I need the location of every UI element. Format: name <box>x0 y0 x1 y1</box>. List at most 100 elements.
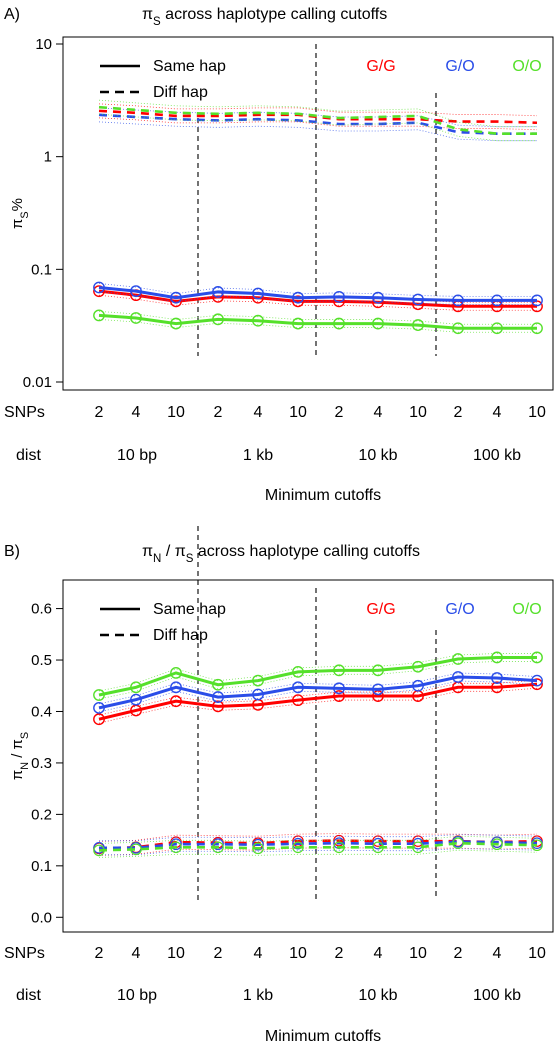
series-envelope <box>98 319 537 333</box>
series-line <box>98 839 538 850</box>
data-point <box>212 700 224 713</box>
snps-tick-label: 2 <box>95 404 104 421</box>
data-point <box>130 312 142 324</box>
y-axis-label-part: S <box>19 732 31 739</box>
series-envelope <box>98 835 538 844</box>
chart-title-part: across haplotype calling cutoffs <box>193 543 420 560</box>
y-tick-label: 0.3 <box>31 755 52 772</box>
data-point <box>412 837 424 850</box>
legend-label-diff: Diff hap <box>153 627 208 644</box>
series-same-o-o <box>93 309 543 335</box>
y-tick-label: 0.01 <box>23 374 52 391</box>
series-envelope <box>98 679 538 716</box>
chart-title: πS across haplotype calling cutoffs <box>142 6 387 28</box>
series-line <box>98 113 537 135</box>
dist-group-label: 10 bp <box>117 447 157 464</box>
data-point <box>531 651 543 664</box>
data-point <box>491 672 503 684</box>
snps-tick-label: 2 <box>454 945 463 962</box>
y-tick-label: 0.6 <box>31 601 52 618</box>
dist-group-label: 100 kb <box>473 987 521 1004</box>
snps-tick-label: 4 <box>493 404 502 421</box>
data-point <box>170 666 182 679</box>
series-envelope <box>98 99 537 128</box>
data-point <box>452 294 464 307</box>
data-point <box>372 291 384 304</box>
data-point <box>412 293 424 306</box>
data-point <box>170 695 182 708</box>
series-envelope <box>98 294 537 311</box>
series-line <box>99 840 538 850</box>
data-point <box>93 844 105 857</box>
data-point <box>531 839 543 852</box>
legend-group-g-g: G/G <box>366 58 395 75</box>
series-diff-g-g <box>98 103 538 131</box>
data-point <box>130 693 142 706</box>
data-point <box>93 842 105 854</box>
data-point <box>93 713 105 726</box>
data-point <box>252 314 264 327</box>
data-point <box>372 841 384 854</box>
data-point <box>292 681 304 694</box>
snps-row-label: SNPs <box>4 945 45 962</box>
snps-tick-label: 4 <box>374 404 383 421</box>
series-diff-g-o <box>93 834 543 856</box>
y-tick-label: 0.1 <box>31 261 52 278</box>
data-point <box>292 837 304 850</box>
data-point <box>252 287 264 300</box>
series-envelope <box>98 833 538 842</box>
series-envelope <box>98 672 538 705</box>
y-axis-label-part: N <box>19 762 31 770</box>
series-diff-g-o <box>98 107 537 142</box>
dist-group-label: 100 kb <box>473 447 521 464</box>
data-point <box>333 290 345 303</box>
y-tick-label: 0.2 <box>31 806 52 823</box>
y-axis-label-part: π <box>9 739 26 749</box>
data-point <box>170 681 182 694</box>
data-point <box>252 688 264 701</box>
panel-label: A) <box>4 6 20 23</box>
data-point <box>333 682 345 695</box>
chart-title-part: across haplotype calling cutoffs <box>161 6 388 23</box>
snps-tick-label: 4 <box>254 945 263 962</box>
dist-group-label: 1 kb <box>243 447 273 464</box>
data-point <box>333 841 345 854</box>
data-point <box>372 837 384 850</box>
data-point <box>93 689 105 701</box>
chart-title-part: / <box>161 543 174 560</box>
snps-row-label: SNPs <box>4 404 45 421</box>
legend-group-g-o: G/O <box>445 601 474 618</box>
snps-tick-label: 2 <box>214 945 223 962</box>
data-point <box>252 838 264 851</box>
series-envelope <box>98 311 537 325</box>
data-point <box>170 838 182 851</box>
legend-group-o-o: O/O <box>512 58 541 75</box>
plot-frame <box>62 36 554 391</box>
data-point <box>292 665 304 678</box>
y-tick-label: 0.5 <box>31 652 52 669</box>
snps-tick-label: 10 <box>528 945 546 962</box>
data-point <box>452 653 464 665</box>
y-axis-label: πN / πS <box>9 732 31 780</box>
series-line <box>98 682 538 721</box>
data-point <box>130 681 142 694</box>
data-point <box>491 681 503 694</box>
series-envelope <box>98 121 537 142</box>
series-same-g-o <box>93 281 543 307</box>
data-point <box>252 842 264 855</box>
y-tick-label: 0.0 <box>31 909 52 926</box>
data-point <box>491 651 503 664</box>
dist-group-label: 10 bp <box>117 987 157 1004</box>
data-point <box>531 294 543 307</box>
data-point <box>170 317 182 330</box>
panel-label: B) <box>4 543 20 560</box>
data-point <box>333 664 345 677</box>
snps-tick-label: 10 <box>167 404 185 421</box>
data-point <box>292 291 304 304</box>
legend-label-same: Same hap <box>153 58 226 75</box>
dist-group-label: 10 kb <box>358 447 397 464</box>
data-point <box>412 679 424 692</box>
chart-title-part: π <box>142 6 153 23</box>
snps-tick-label: 10 <box>167 945 185 962</box>
series-line <box>98 105 537 135</box>
